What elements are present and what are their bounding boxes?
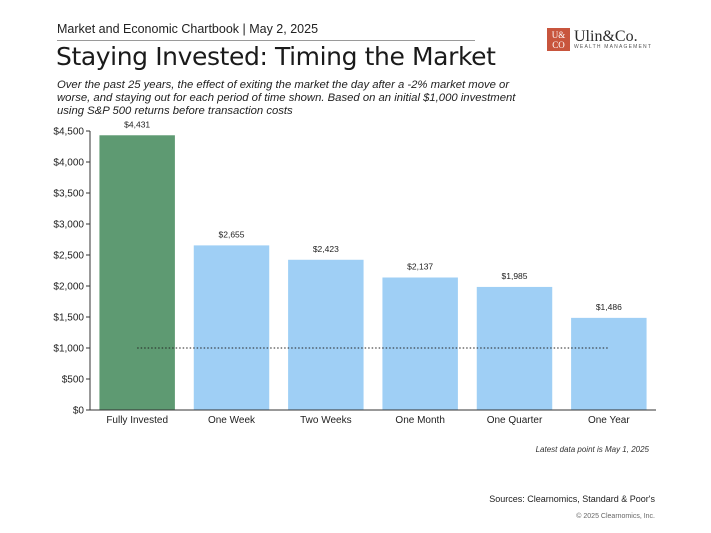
copyright-text: © 2025 Clearnomics, Inc. (576, 513, 655, 520)
y-tick-label: $2,000 (53, 282, 84, 293)
y-tick-label: $1,000 (53, 344, 84, 355)
logo-subtitle: WEALTH MANAGEMENT (574, 43, 653, 50)
x-category-label: One Month (395, 415, 444, 426)
y-tick-label: $4,000 (53, 158, 84, 169)
chart-subtitle: Over the past 25 years, the effect of ex… (57, 79, 516, 117)
y-tick-label: $1,500 (53, 313, 84, 324)
header-divider (57, 40, 475, 41)
x-category-label: Fully Invested (106, 415, 168, 426)
chart-title: Staying Invested: Timing the Market (56, 42, 496, 71)
y-tick-label: $2,500 (53, 251, 84, 262)
logo-name: Ulin&Co. (574, 27, 638, 45)
bar-value-label: $2,655 (219, 229, 245, 239)
bar (571, 317, 647, 410)
bar-value-label: $1,985 (502, 271, 528, 281)
bar-value-label: $2,137 (407, 262, 433, 272)
x-category-label: Two Weeks (300, 415, 352, 426)
bar (288, 259, 364, 410)
y-tick-label: $3,500 (53, 189, 84, 200)
data-note: Latest data point is May 1, 2025 (535, 445, 649, 454)
x-category-label: One Week (208, 415, 256, 426)
ulin-logo: U& CO Ulin&Co. WEALTH MANAGEMENT (547, 28, 652, 51)
bar-value-label: $1,486 (596, 302, 622, 312)
logo-mark-top: U& (551, 29, 566, 40)
y-tick-label: $0 (73, 406, 85, 417)
bar (99, 135, 175, 410)
sources-text: Sources: Clearnomics, Standard & Poor's (489, 494, 655, 504)
logo-mark-icon: U& CO (547, 28, 570, 51)
x-category-label: One Year (588, 415, 630, 426)
bar (476, 286, 553, 410)
chartbook-header: Market and Economic Chartbook | May 2, 2… (57, 22, 319, 36)
y-tick-label: $3,000 (53, 220, 84, 231)
bar (382, 277, 458, 410)
x-category-label: One Quarter (487, 415, 543, 426)
bar-value-label: $2,423 (313, 244, 339, 254)
bar-value-label: $4,431 (124, 119, 150, 129)
y-tick-label: $500 (62, 375, 85, 386)
y-tick-label: $4,500 (53, 127, 84, 138)
bar (193, 245, 270, 410)
logo-mark-bottom: CO (552, 39, 565, 50)
